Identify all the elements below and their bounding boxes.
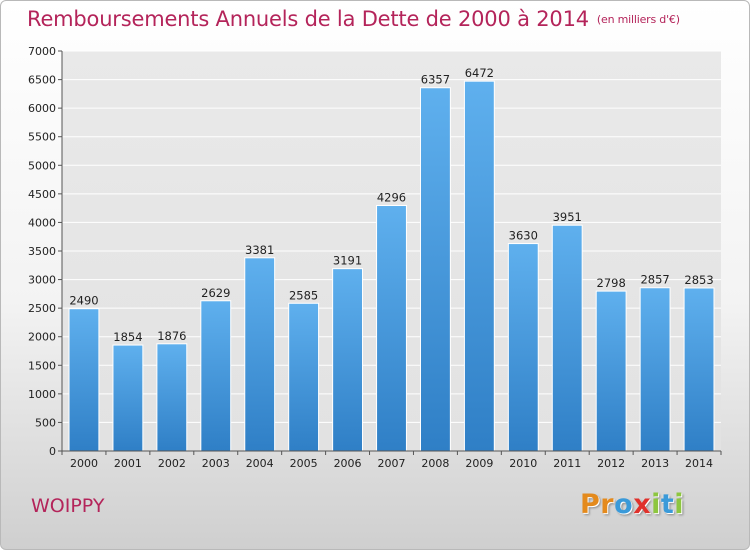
bar-value-label: 2857 [640,273,669,287]
x-tick-label: 2004 [246,457,274,470]
bar-value-label: 2490 [69,294,98,308]
bar-value-label: 3191 [333,254,362,268]
logo-letter: t [660,489,675,520]
y-tick-label: 4000 [28,216,56,229]
y-tick-label: 1000 [28,388,56,401]
bar [639,287,671,452]
y-tick-label: 2500 [28,302,56,315]
bar-value-label: 3951 [553,210,582,224]
logo-letter: i [674,489,685,520]
x-tick-label: 2003 [202,457,230,470]
bar-value-label: 4296 [377,191,406,205]
bar [68,308,100,452]
bar [463,80,495,452]
x-tick-label: 2001 [114,457,142,470]
x-tick-label: 2010 [509,457,537,470]
bar [595,290,627,452]
bar-value-label: 6472 [465,66,494,80]
logo-letter: o [614,489,634,520]
y-tick-label: 6500 [28,74,56,87]
commune-name: WOIPPY [31,495,105,517]
bar-value-label: 2629 [201,286,230,300]
bar-value-label: 2798 [597,276,626,290]
x-tick-label: 2011 [553,457,581,470]
bar-value-label: 2853 [684,273,713,287]
y-tick-label: 5000 [28,159,56,172]
x-tick-label: 2009 [465,457,493,470]
bar [200,300,232,452]
chart-unit: (en milliers d'€) [596,13,680,26]
bar-value-label: 1876 [157,329,186,343]
logo-letter: x [633,489,652,520]
y-tick-label: 5500 [28,131,56,144]
y-tick-label: 6000 [28,102,56,115]
bar-value-label: 3630 [509,229,538,243]
bar [551,224,583,452]
bar-value-label: 3381 [245,243,274,257]
y-tick-label: 0 [49,445,56,458]
bar [244,257,276,452]
logo-letter: r [600,489,615,520]
bar [332,268,364,452]
bar [288,302,320,452]
y-tick-label: 3500 [28,245,56,258]
x-tick-label: 2012 [597,457,625,470]
bar [419,87,451,452]
x-tick-label: 2002 [158,457,186,470]
x-tick-label: 2006 [334,457,362,470]
y-tick-label: 4500 [28,188,56,201]
y-tick-label: 7000 [28,45,56,58]
y-tick-label: 1500 [28,359,56,372]
logo-letter: P [580,489,601,520]
logo-letter: i [651,489,661,520]
x-tick-label: 2000 [70,457,98,470]
bar [376,205,407,452]
bar-value-label: 1854 [113,330,142,344]
chart-title-text: Remboursements Annuels de la Dette de 20… [27,7,589,31]
bar [112,344,144,452]
x-tick-label: 2007 [378,457,406,470]
bar [156,343,188,452]
x-tick-label: 2013 [641,457,669,470]
y-tick-label: 2000 [28,331,56,344]
chart-title: Remboursements Annuels de la Dette de 20… [27,7,680,31]
y-tick-label: 500 [35,416,56,429]
bar [507,243,539,452]
x-tick-label: 2008 [421,457,449,470]
proxiti-logo: Proxiti [580,489,684,520]
x-tick-label: 2014 [685,457,713,470]
bar-value-label: 6357 [421,73,450,87]
y-tick-label: 3000 [28,274,56,287]
x-tick-label: 2005 [290,457,318,470]
bar-value-label: 2585 [289,288,318,302]
bar [683,287,715,452]
